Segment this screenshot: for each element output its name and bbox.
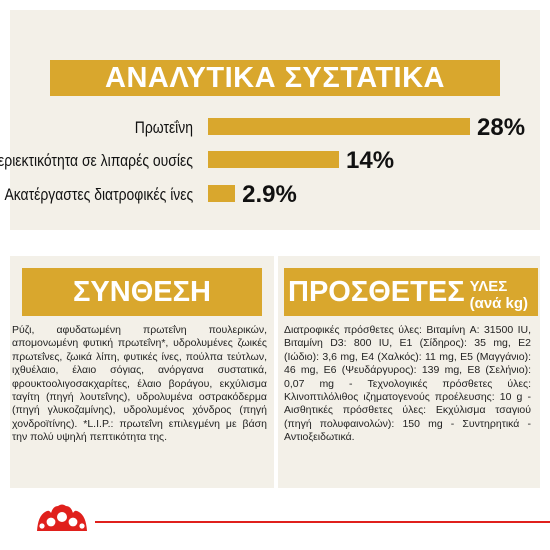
additives-title: ΠΡΟΣΘΕΤΕΣ xyxy=(288,275,465,308)
composition-title: ΣΥΝΘΕΣΗ xyxy=(22,268,262,316)
analysis-value-protein: 28% xyxy=(477,114,526,141)
composition-text: Ρύζι, αφυδατωμένη πρωτεΐνη πουλερικών, α… xyxy=(12,324,267,444)
analysis-title: ΑΝΑΛΥΤΙΚΑ ΣΥΣΤΑΤΙΚΑ xyxy=(50,60,500,96)
analysis-value-fat: 14% xyxy=(346,147,395,174)
analysis-label-protein: Πρωτεΐνη xyxy=(134,118,193,137)
brand-divider-line xyxy=(95,521,550,523)
analysis-label-fat: Περιεκτικότητα σε λιπαρές ουσίες xyxy=(0,151,193,170)
additives-subtitle: ΥΛΕΣ (ανά kg) xyxy=(469,278,529,312)
analysis-value-fibre: 2.9% xyxy=(242,181,297,208)
analysis-bar-fat xyxy=(208,151,339,168)
royal-canin-crown-logo-icon xyxy=(37,504,87,531)
analysis-bar-protein xyxy=(208,118,470,135)
additives-header: ΠΡΟΣΘΕΤΕΣ ΥΛΕΣ (ανά kg) xyxy=(284,268,538,316)
analysis-label-fibre: Ακατέργαστες διατροφικές ίνες xyxy=(4,185,193,204)
analysis-bar-fibre xyxy=(208,185,236,202)
additives-text: Διατροφικές πρόσθετες ύλες: Βιταμίνη A: … xyxy=(284,324,531,444)
